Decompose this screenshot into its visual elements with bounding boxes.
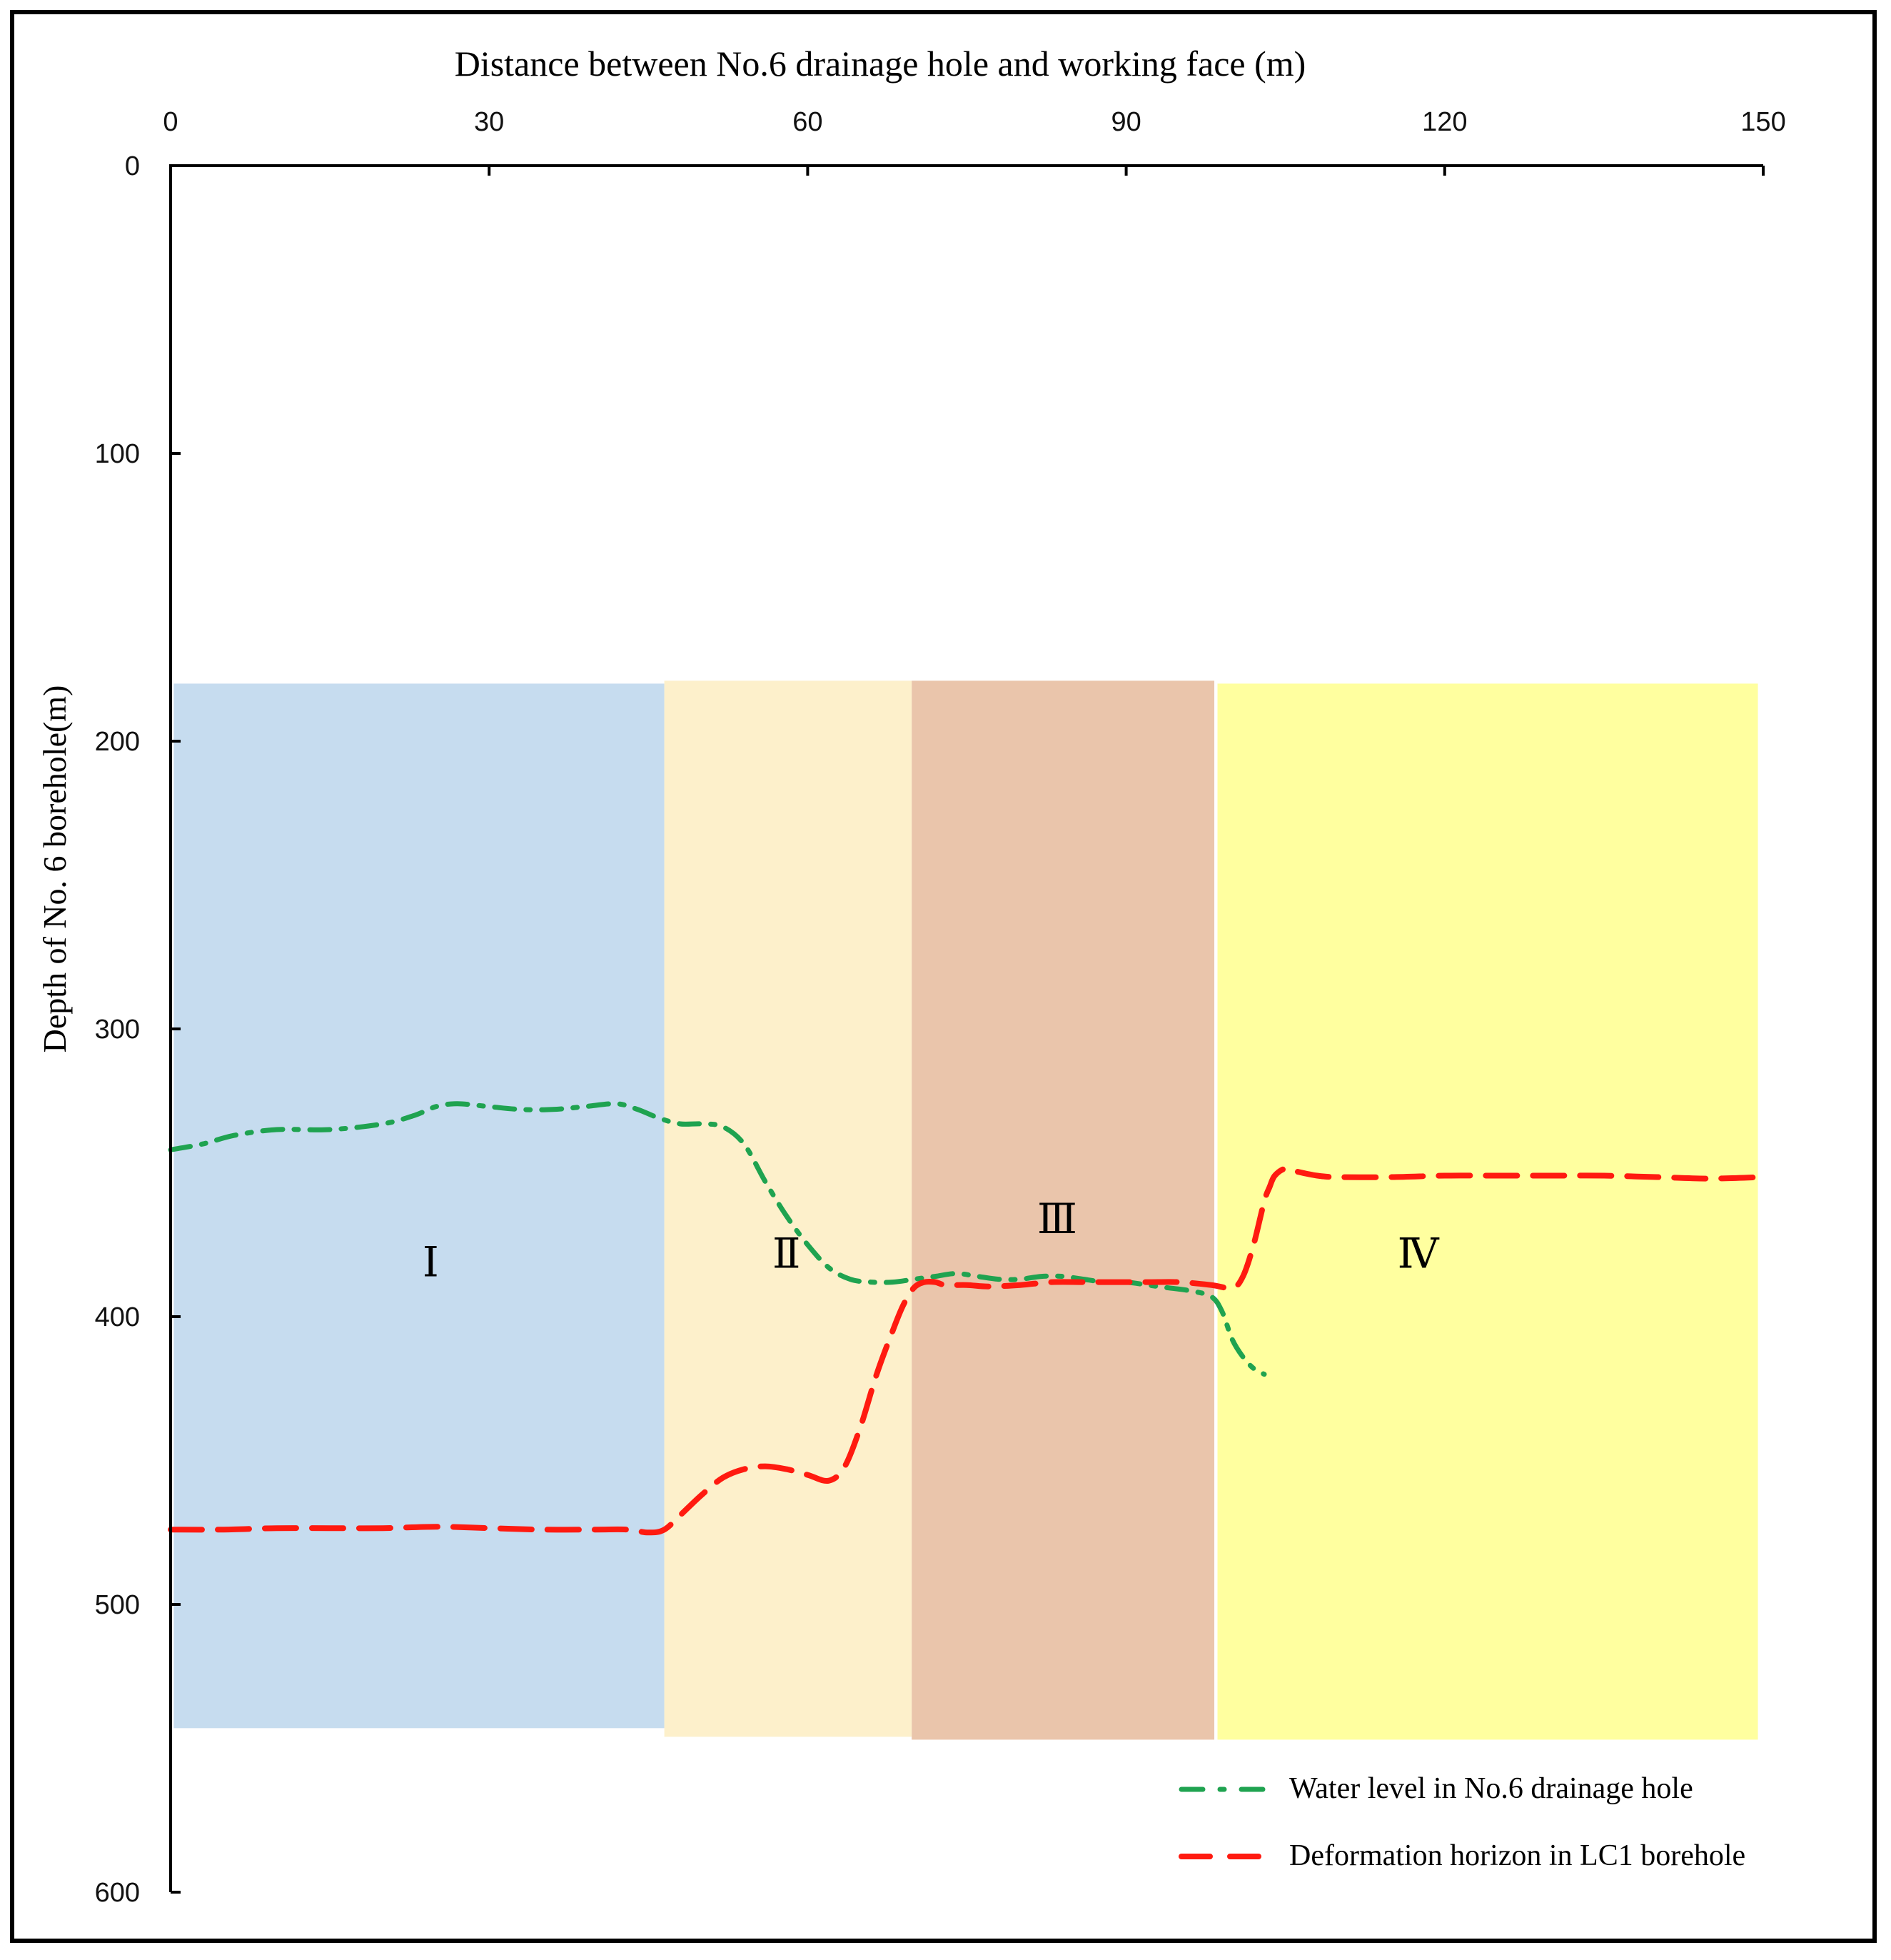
legend-label: Water level in No.6 drainage hole bbox=[1289, 1772, 1693, 1805]
legend-item-2: Deformation horizon in LC1 borehole bbox=[1179, 1839, 1745, 1872]
y-tick-label: 300 bbox=[95, 1015, 140, 1045]
region-4-band bbox=[1217, 683, 1758, 1740]
series-layer bbox=[168, 1101, 1766, 1536]
region-4-label: Ⅳ bbox=[1398, 1230, 1440, 1277]
region-1-band bbox=[173, 683, 665, 1729]
y-axis-ticks: 0 100 200 300 400 500 600 bbox=[95, 151, 140, 1908]
legend-label: Deformation horizon in LC1 borehole bbox=[1289, 1839, 1745, 1872]
x-tick-label: 30 bbox=[474, 107, 504, 137]
legend-item-1: Water level in No.6 drainage hole bbox=[1179, 1772, 1693, 1805]
x-tick-label: 60 bbox=[792, 107, 822, 137]
y-tick-label: 600 bbox=[95, 1878, 140, 1908]
series-line-1 bbox=[168, 1101, 1267, 1377]
y-tick-label: 400 bbox=[95, 1302, 140, 1332]
y-tick-label: 0 bbox=[125, 151, 140, 181]
region-2-band bbox=[664, 680, 912, 1737]
legend: Water level in No.6 drainage hole Deforma… bbox=[1179, 1772, 1745, 1872]
region-3-label: Ⅲ bbox=[1037, 1196, 1077, 1242]
regions-layer: Ⅰ Ⅱ Ⅲ Ⅳ bbox=[173, 680, 1758, 1740]
series-line-2 bbox=[168, 1165, 1766, 1536]
region-3-band bbox=[912, 680, 1215, 1740]
y-tick-label: 500 bbox=[95, 1590, 140, 1620]
axes-layer bbox=[169, 164, 1765, 1894]
y-tick-label: 200 bbox=[95, 727, 140, 757]
region-1-label: Ⅰ bbox=[423, 1240, 439, 1286]
x-tick-label: 120 bbox=[1422, 107, 1467, 137]
x-tick-label: 150 bbox=[1740, 107, 1785, 137]
x-axis-ticks: 0 30 60 90 120 150 bbox=[163, 107, 1785, 137]
chart-title: Distance between No.6 drainage hole and … bbox=[455, 44, 1306, 84]
region-2-label: Ⅱ bbox=[772, 1230, 800, 1277]
y-axis-title: Depth of No. 6 borehole(m) bbox=[36, 685, 73, 1053]
x-tick-label: 0 bbox=[163, 107, 178, 137]
chart-frame bbox=[10, 10, 1877, 1943]
x-tick-label: 90 bbox=[1111, 107, 1141, 137]
y-tick-label: 100 bbox=[95, 439, 140, 469]
